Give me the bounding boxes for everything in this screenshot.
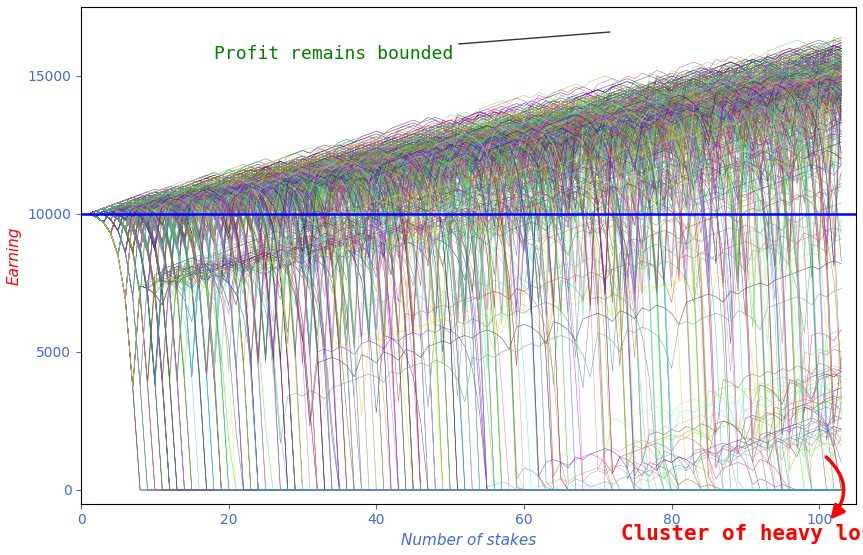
X-axis label: Number of stakes: Number of stakes: [401, 533, 536, 548]
Text: Cluster of heavy losses: Cluster of heavy losses: [621, 524, 863, 544]
Text: Profit remains bounded: Profit remains bounded: [214, 32, 610, 63]
Y-axis label: Earning: Earning: [7, 226, 22, 285]
